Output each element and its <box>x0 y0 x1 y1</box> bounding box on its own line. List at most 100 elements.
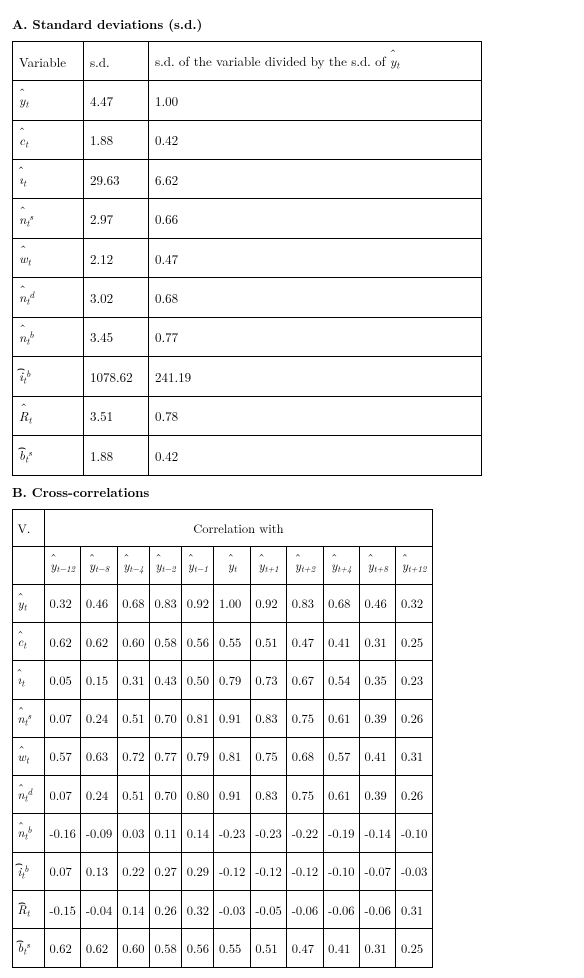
variable-cell: ct <box>13 623 45 661</box>
value-cell: -0.22 <box>287 814 323 852</box>
value-cell: 1.00 <box>214 584 250 622</box>
value-cell: 0.43 <box>150 661 182 699</box>
table-row: ntb-0.16-0.090.030.110.14-0.23-0.23-0.22… <box>13 814 433 852</box>
value-cell: 0.72 <box>117 737 149 775</box>
value-cell: 0.68 <box>117 584 149 622</box>
variable-cell: itb <box>13 357 84 397</box>
value-cell: 0.26 <box>396 776 432 814</box>
value-cell: 0.11 <box>150 814 182 852</box>
variable-cell: nts <box>13 199 84 239</box>
value-cell: 0.26 <box>396 699 432 737</box>
table-sd-header-row: Variable s.d. s.d. of the variable divid… <box>13 42 482 81</box>
value-cell: 0.56 <box>182 623 214 661</box>
value-cell: 0.22 <box>117 852 149 890</box>
lag-header: yt+12 <box>396 546 432 584</box>
value-cell: 0.67 <box>287 661 323 699</box>
table-corr: V. Correlation with yt−12yt−8yt−4yt−2yt−… <box>12 509 433 968</box>
value-cell: 0.81 <box>214 737 250 775</box>
variable-cell: bts <box>13 929 45 967</box>
table-row: nts2.970.66 <box>13 199 482 239</box>
value-cell: 0.68 <box>287 737 323 775</box>
table-row: ıt29.636.62 <box>13 159 482 198</box>
value-cell: 0.27 <box>150 852 182 890</box>
section-b-title: B. Cross-correlations <box>12 482 574 501</box>
value-cell: 0.70 <box>150 776 182 814</box>
value-cell: -0.19 <box>323 814 359 852</box>
value-cell: -0.23 <box>250 814 286 852</box>
value-cell: 0.83 <box>250 699 286 737</box>
variable-cell: Rt <box>13 396 84 435</box>
table-row: ntb3.450.77 <box>13 317 482 357</box>
value-cell: 0.62 <box>81 929 117 967</box>
value-cell: 0.79 <box>214 661 250 699</box>
value-cell: 0.05 <box>45 661 81 699</box>
table-row: itb0.070.130.220.270.29-0.12-0.12-0.12-0… <box>13 852 433 890</box>
value-cell: 0.61 <box>323 776 359 814</box>
value-cell: 0.51 <box>117 699 149 737</box>
lag-header: yt−2 <box>150 546 182 584</box>
table-corr-header-row2: yt−12yt−8yt−4yt−2yt−1ytyt+1yt+2yt+4yt+8y… <box>13 546 433 584</box>
value-cell: 0.24 <box>81 699 117 737</box>
lag-header: yt−1 <box>182 546 214 584</box>
value-cell: 0.41 <box>323 623 359 661</box>
value-cell: 0.23 <box>396 661 432 699</box>
lag-header: yt+8 <box>360 546 396 584</box>
value-cell: 0.46 <box>81 584 117 622</box>
value-cell: 0.31 <box>396 737 432 775</box>
value-cell: 0.63 <box>81 737 117 775</box>
lag-header: yt−8 <box>81 546 117 584</box>
ratio-cell: 6.62 <box>149 159 482 198</box>
sd-cell: 2.97 <box>84 199 149 239</box>
value-cell: 0.79 <box>182 737 214 775</box>
value-cell: 0.24 <box>81 776 117 814</box>
value-cell: 0.07 <box>45 852 81 890</box>
variable-cell: ct <box>13 120 84 159</box>
value-cell: 0.41 <box>323 929 359 967</box>
value-cell: 0.92 <box>250 584 286 622</box>
table-row: bts1.880.42 <box>13 436 482 476</box>
variable-cell: Rt <box>13 891 45 929</box>
variable-cell: ıt <box>13 661 45 699</box>
value-cell: -0.12 <box>214 852 250 890</box>
table-row: yt0.320.460.680.830.921.000.920.830.680.… <box>13 584 433 622</box>
variable-cell: bts <box>13 436 84 476</box>
sd-cell: 3.51 <box>84 396 149 435</box>
variable-cell: yt <box>13 81 84 120</box>
value-cell: 0.58 <box>150 929 182 967</box>
value-cell: 0.07 <box>45 699 81 737</box>
sd-cell: 3.45 <box>84 317 149 357</box>
value-cell: -0.12 <box>250 852 286 890</box>
value-cell: -0.23 <box>214 814 250 852</box>
value-cell: 0.57 <box>45 737 81 775</box>
table-row: ıt0.050.150.310.430.500.790.730.670.540.… <box>13 661 433 699</box>
variable-cell: itb <box>13 852 45 890</box>
value-cell: 0.62 <box>45 623 81 661</box>
value-cell: 0.14 <box>182 814 214 852</box>
value-cell: 0.83 <box>250 776 286 814</box>
lag-header: yt−12 <box>45 546 81 584</box>
value-cell: 0.91 <box>214 699 250 737</box>
value-cell: 0.31 <box>396 891 432 929</box>
value-cell: 0.14 <box>117 891 149 929</box>
ratio-cell: 0.66 <box>149 199 482 239</box>
value-cell: 0.57 <box>323 737 359 775</box>
value-cell: 0.46 <box>360 584 396 622</box>
value-cell: 0.68 <box>323 584 359 622</box>
ratio-cell: 1.00 <box>149 81 482 120</box>
table-row: ntd0.070.240.510.700.800.910.830.750.610… <box>13 776 433 814</box>
value-cell: -0.06 <box>323 891 359 929</box>
value-cell: 0.39 <box>360 699 396 737</box>
value-cell: 0.83 <box>287 584 323 622</box>
value-cell: 0.60 <box>117 623 149 661</box>
correlation-with-label: Correlation with <box>45 509 433 546</box>
value-cell: -0.04 <box>81 891 117 929</box>
value-cell: -0.09 <box>81 814 117 852</box>
value-cell: 0.77 <box>150 737 182 775</box>
value-cell: 0.32 <box>182 891 214 929</box>
variable-cell: ntb <box>13 814 45 852</box>
value-cell: 0.91 <box>214 776 250 814</box>
value-cell: 0.55 <box>214 929 250 967</box>
sd-cell: 4.47 <box>84 81 149 120</box>
value-cell: 0.92 <box>182 584 214 622</box>
value-cell: 0.31 <box>117 661 149 699</box>
